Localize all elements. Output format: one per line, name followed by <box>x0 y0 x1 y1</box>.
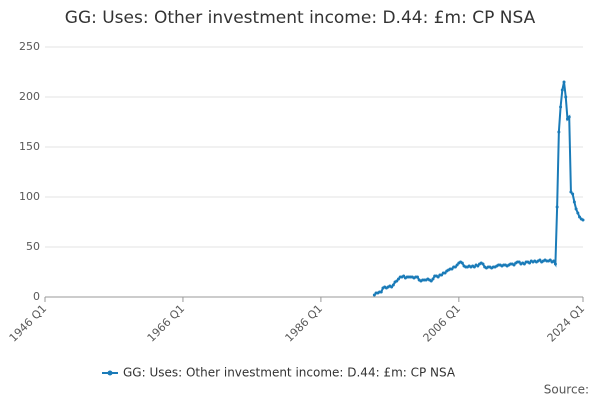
y-tick-label: 200 <box>19 90 40 103</box>
point <box>553 262 557 266</box>
x-tick-label: 1966 Q1 <box>145 302 188 345</box>
point <box>455 263 459 267</box>
point <box>557 130 561 134</box>
point <box>571 192 575 196</box>
point <box>538 258 542 262</box>
point <box>559 105 563 109</box>
point <box>574 207 578 211</box>
point <box>415 275 419 279</box>
point <box>569 190 573 194</box>
point <box>565 117 569 121</box>
point <box>576 211 580 215</box>
point <box>443 271 447 275</box>
x-tick-label: 2006 Q1 <box>421 302 464 345</box>
point <box>431 277 435 281</box>
point <box>395 279 399 283</box>
point <box>548 258 552 262</box>
y-tick-label: 0 <box>33 290 40 303</box>
x-tick-label: 2024 Q1 <box>545 302 588 345</box>
point <box>396 277 400 281</box>
y-tick-label: 150 <box>19 140 40 153</box>
point <box>436 275 440 279</box>
point <box>564 95 568 99</box>
legend-marker <box>107 370 113 376</box>
point <box>402 274 406 278</box>
x-tick-label: 1946 Q1 <box>7 302 50 345</box>
y-tick-label: 50 <box>26 240 40 253</box>
point <box>578 215 582 219</box>
point <box>429 279 433 283</box>
point <box>528 261 532 265</box>
point <box>517 260 521 264</box>
source-label: Source: <box>544 383 589 397</box>
point <box>522 262 526 266</box>
point <box>581 218 585 222</box>
point <box>440 273 444 277</box>
point <box>560 88 564 92</box>
point <box>379 290 383 294</box>
point <box>572 200 576 204</box>
point <box>372 293 376 297</box>
point <box>450 267 454 271</box>
point <box>552 259 556 263</box>
y-tick-label: 100 <box>19 190 40 203</box>
point <box>562 80 566 84</box>
y-tick-label: 250 <box>19 40 40 53</box>
point <box>481 262 485 266</box>
x-tick-label: 1986 Q1 <box>283 302 326 345</box>
point <box>391 283 395 287</box>
point <box>472 265 476 269</box>
point <box>453 265 457 269</box>
point <box>567 115 571 119</box>
chart-title: GG: Uses: Other investment income: D.44:… <box>65 8 536 28</box>
point <box>555 205 559 209</box>
legend-label: GG: Uses: Other investment income: D.44:… <box>123 366 456 380</box>
point <box>390 285 394 289</box>
point <box>460 261 464 265</box>
point <box>476 264 480 268</box>
point <box>512 263 516 267</box>
